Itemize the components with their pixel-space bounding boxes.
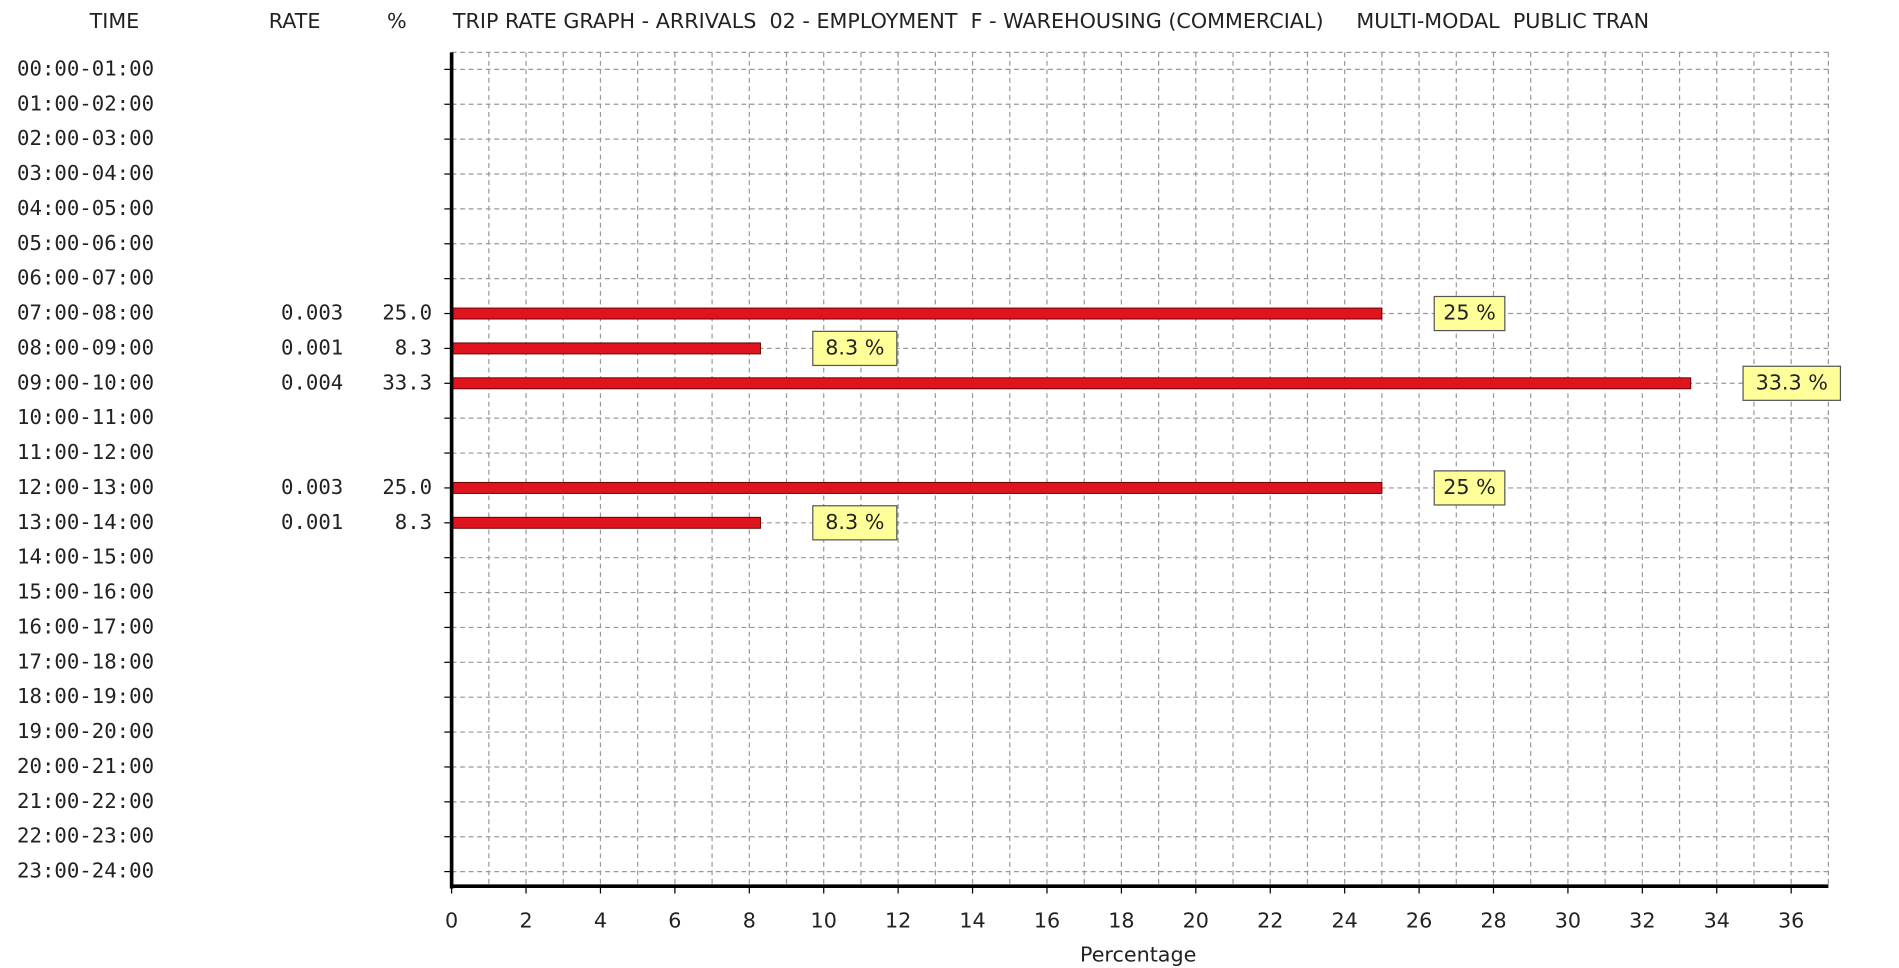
percent-label: 33.3 bbox=[382, 370, 432, 394]
time-label: 20:00-21:00 bbox=[17, 754, 154, 778]
x-tick-label: 32 bbox=[1629, 908, 1655, 932]
time-label: 19:00-20:00 bbox=[17, 719, 154, 743]
x-tick-label: 2 bbox=[519, 908, 532, 932]
time-label: 23:00-24:00 bbox=[17, 859, 154, 883]
x-tick-label: 12 bbox=[885, 908, 911, 932]
x-tick-label: 24 bbox=[1331, 908, 1357, 932]
x-tick-label: 18 bbox=[1108, 908, 1134, 932]
value-label: 33.3 % bbox=[1756, 370, 1828, 394]
x-tick-label: 0 bbox=[445, 908, 458, 932]
x-tick-label: 20 bbox=[1183, 908, 1209, 932]
x-tick-label: 34 bbox=[1704, 908, 1730, 932]
time-label: 16:00-17:00 bbox=[17, 614, 154, 638]
value-label: 25 % bbox=[1443, 301, 1496, 325]
time-label: 21:00-22:00 bbox=[17, 789, 154, 813]
value-label: 25 % bbox=[1443, 475, 1496, 499]
rate-label: 0.004 bbox=[281, 370, 343, 394]
time-label: 18:00-19:00 bbox=[17, 684, 154, 708]
time-label: 00:00-01:00 bbox=[17, 56, 154, 80]
value-label-box bbox=[1742, 365, 1842, 401]
x-tick-label: 30 bbox=[1555, 908, 1581, 932]
time-label: 14:00-15:00 bbox=[17, 545, 154, 569]
x-tick-label: 36 bbox=[1778, 908, 1804, 932]
percent-label: 25.0 bbox=[382, 301, 432, 325]
time-label: 12:00-13:00 bbox=[17, 475, 154, 499]
time-header: TIME bbox=[89, 9, 140, 33]
time-label: 09:00-10:00 bbox=[17, 370, 154, 394]
bar bbox=[451, 307, 1383, 320]
bar bbox=[451, 377, 1692, 390]
time-label: 08:00-09:00 bbox=[17, 335, 154, 359]
x-tick-label: 6 bbox=[668, 908, 681, 932]
time-label: 22:00-23:00 bbox=[17, 824, 154, 848]
time-label: 02:00-03:00 bbox=[17, 126, 154, 150]
x-tick-label: 22 bbox=[1257, 908, 1283, 932]
time-label: 01:00-02:00 bbox=[17, 91, 154, 115]
x-tick-label: 4 bbox=[594, 908, 607, 932]
x-tick-label: 28 bbox=[1480, 908, 1506, 932]
rate-label: 0.003 bbox=[281, 301, 343, 325]
time-label: 11:00-12:00 bbox=[17, 440, 154, 464]
time-label: 06:00-07:00 bbox=[17, 266, 154, 290]
time-label: 15:00-16:00 bbox=[17, 580, 154, 604]
bar bbox=[451, 516, 761, 529]
x-tick-label: 26 bbox=[1406, 908, 1432, 932]
time-label: 04:00-05:00 bbox=[17, 196, 154, 220]
x-axis-label: Percentage bbox=[1080, 943, 1196, 967]
rate-header: RATE bbox=[269, 9, 321, 33]
time-label: 10:00-11:00 bbox=[17, 405, 154, 429]
chart-title: TRIP RATE GRAPH - ARRIVALS 02 - EMPLOYME… bbox=[452, 9, 1649, 33]
value-label: 8.3 % bbox=[825, 335, 884, 359]
x-tick-label: 8 bbox=[743, 908, 756, 932]
value-label-box bbox=[1433, 470, 1506, 506]
x-tick-label: 16 bbox=[1034, 908, 1060, 932]
time-label: 05:00-06:00 bbox=[17, 231, 154, 255]
bar bbox=[451, 342, 761, 355]
x-tick-label: 10 bbox=[811, 908, 837, 932]
percent-label: 25.0 bbox=[382, 475, 432, 499]
percent-label: 8.3 bbox=[395, 335, 432, 359]
rate-label: 0.001 bbox=[281, 510, 343, 534]
percent-header: % bbox=[387, 9, 407, 33]
bar bbox=[451, 481, 1383, 494]
value-label: 8.3 % bbox=[825, 510, 884, 534]
x-tick-label: 14 bbox=[959, 908, 985, 932]
rate-label: 0.003 bbox=[281, 475, 343, 499]
value-label-box bbox=[812, 505, 898, 541]
time-label: 03:00-04:00 bbox=[17, 161, 154, 185]
percent-label: 8.3 bbox=[395, 510, 432, 534]
value-label-box bbox=[1433, 295, 1506, 332]
rate-label: 0.001 bbox=[281, 335, 343, 359]
time-label: 13:00-14:00 bbox=[17, 510, 154, 534]
time-label: 07:00-08:00 bbox=[17, 301, 154, 325]
time-label: 17:00-18:00 bbox=[17, 649, 154, 673]
value-label-box bbox=[812, 330, 898, 367]
